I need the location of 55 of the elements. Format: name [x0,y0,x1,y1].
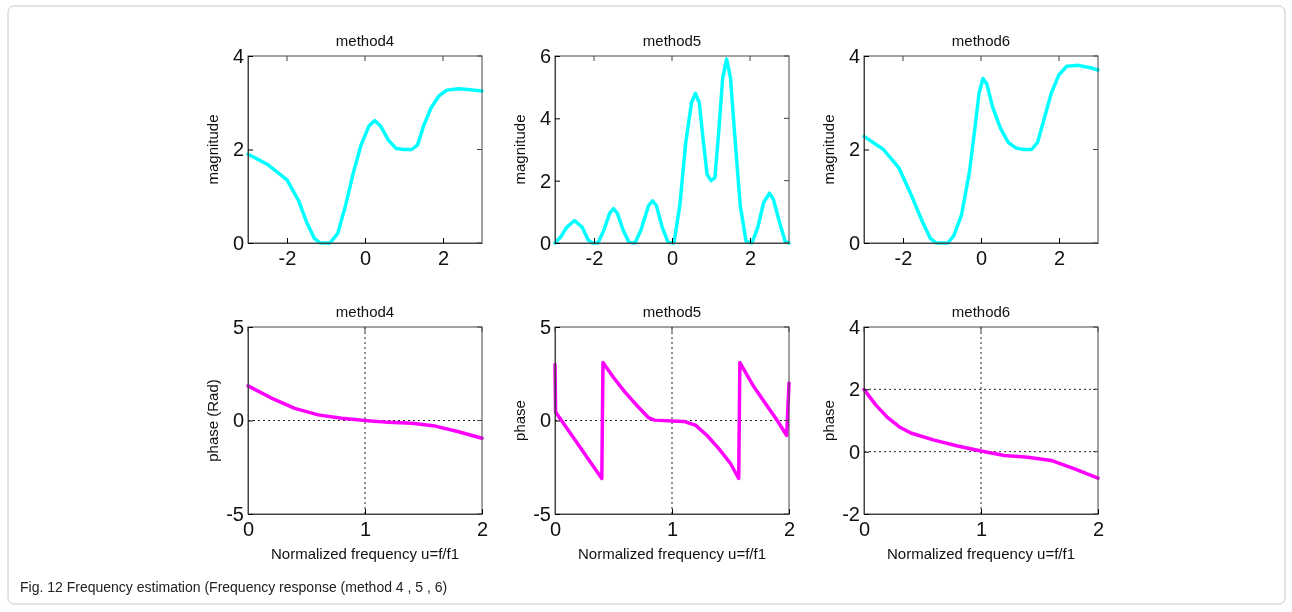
x-tick-label: -2 [894,247,913,270]
y-tick-label: 5 [539,315,551,338]
x-tick-label: 2 [437,247,450,270]
y-tick-label: 5 [232,315,244,338]
x-tick-label: -2 [278,247,297,270]
y-tick-label: 0 [539,409,551,432]
line-series [553,57,791,245]
y-tick-label: 2 [539,169,551,192]
chart-title: method5 [642,32,702,49]
y-tick-label: 0 [232,231,244,254]
y-tick-label: 2 [232,138,244,161]
y-axis-title: magnitude [511,114,528,185]
x-tick-label: 2 [476,518,489,541]
y-axis-title: phase (Rad) [204,379,221,462]
x-tick-label: -2 [585,247,604,270]
y-tick-label: 0 [848,440,860,463]
line-series [553,360,791,481]
x-tick-label: 0 [359,247,372,270]
x-tick-label: 2 [783,518,796,541]
x-tick-label: 0 [666,247,679,270]
y-tick-label: 4 [539,107,551,130]
x-tick-label: 2 [1092,518,1105,541]
y-tick-label: 0 [232,409,244,432]
y-axis-title: magnitude [820,114,837,185]
x-tick-label: 2 [1053,247,1066,270]
x-tick-label: 1 [975,518,988,541]
y-tick-label: 2 [848,138,860,161]
x-axis-title: Normalized frequency u=f/f1 [886,545,1076,562]
y-tick-label: 4 [232,44,244,67]
chart-title: method6 [951,32,1011,49]
y-tick-label: 0 [539,231,551,254]
x-axis-title: Normalized frequency u=f/f1 [577,545,767,562]
y-tick-label: 4 [848,44,860,67]
y-axis-title: phase [820,400,837,441]
y-tick-label: 4 [848,315,860,338]
chart-title: method4 [335,32,395,49]
caption: Fig. 12 Frequency estimation (Frequency response (method 4 , 5 , 6) [20,579,448,595]
y-tick-label: 2 [848,378,860,401]
chart-title: method6 [951,303,1011,320]
x-tick-label: 1 [666,518,679,541]
y-tick-label: 6 [539,44,551,67]
x-tick-label: 1 [359,518,372,541]
y-tick-label: 0 [848,231,860,254]
x-tick-label: 2 [744,247,757,270]
y-axis-title: phase [511,400,528,441]
line-series [862,387,1100,480]
y-tick-label: -2 [842,502,860,525]
y-tick-label: -5 [533,502,551,525]
chart-title: method5 [642,303,702,320]
y-axis-title: magnitude [204,114,221,185]
x-tick-label: 0 [975,247,988,270]
y-tick-label: -5 [226,502,244,525]
line-series [246,384,484,441]
x-axis-title: Normalized frequency u=f/f1 [270,545,460,562]
chart-title: method4 [335,303,395,320]
